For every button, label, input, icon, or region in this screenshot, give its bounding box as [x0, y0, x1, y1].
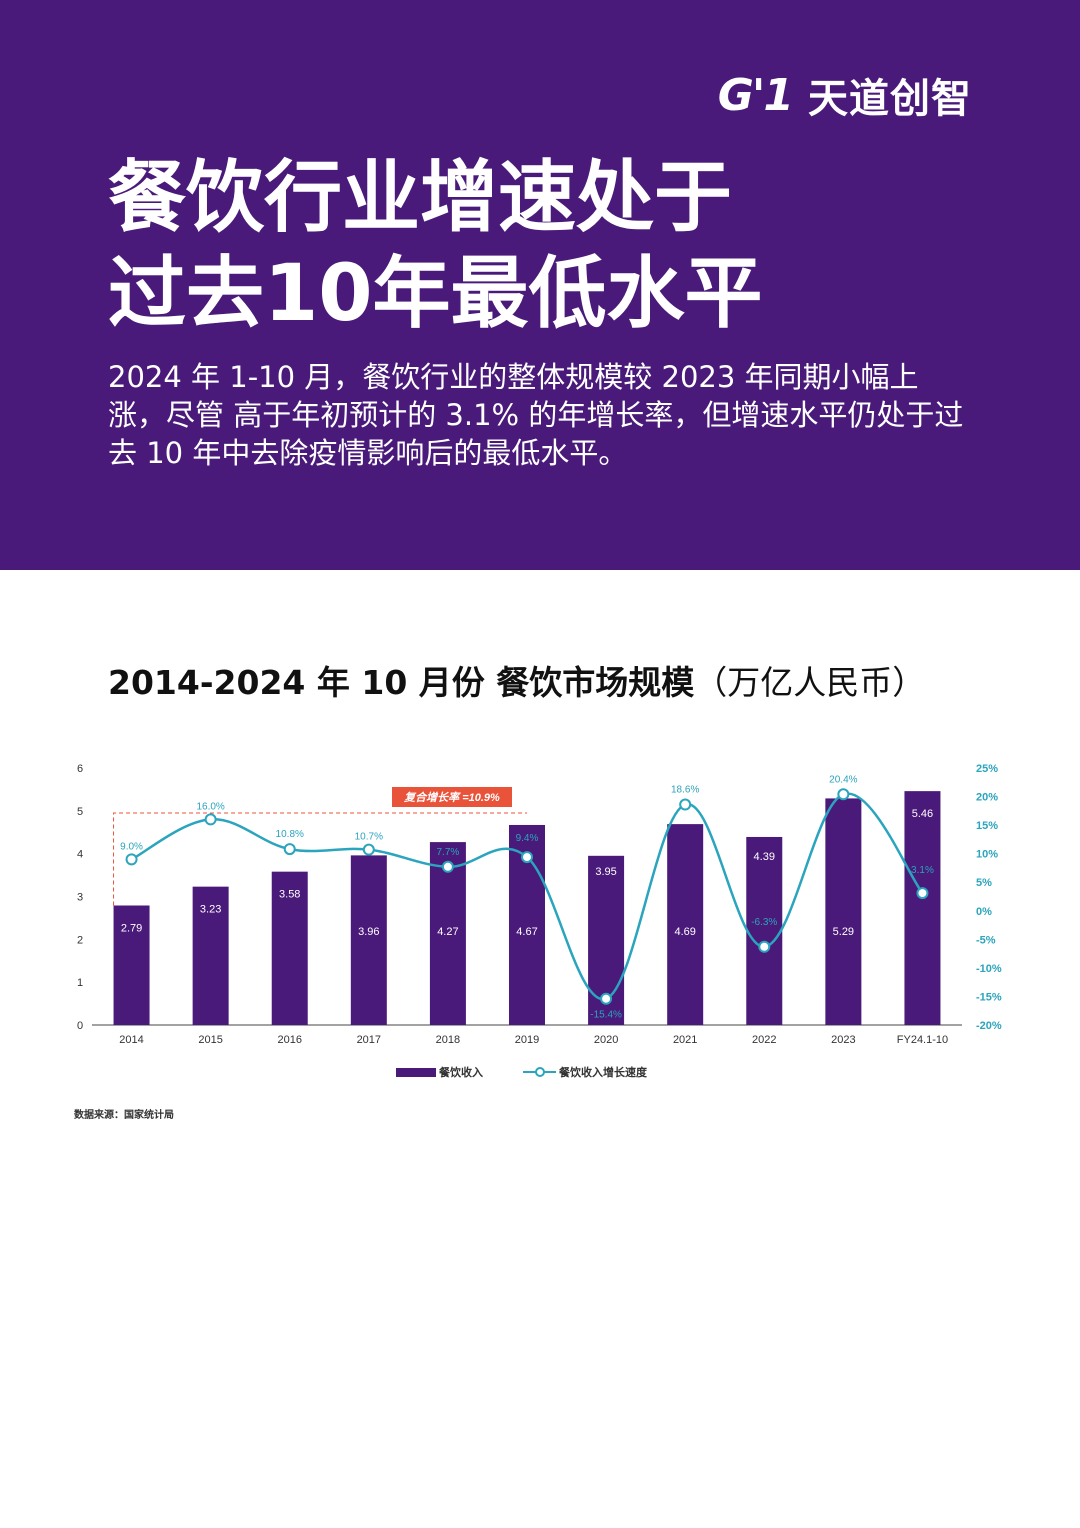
growth-value-label: -15.4%: [590, 1010, 622, 1021]
legend-line-marker: [535, 1067, 545, 1077]
bar: [113, 905, 150, 1025]
bar-value-label: 5.29: [833, 926, 854, 938]
x-tick-label: 2020: [594, 1034, 618, 1046]
intro-paragraph: 2024 年 1-10 月，餐饮行业的整体规模较 2023 年同期小幅上涨，尽管…: [108, 360, 964, 470]
chart-heading-unit: （万亿人民币）: [694, 663, 926, 702]
growth-point: [679, 798, 692, 811]
brand-logo: G'1 天道创智: [718, 66, 972, 124]
bar-value-label: 4.69: [674, 926, 695, 938]
growth-value-label: 18.6%: [671, 785, 699, 796]
bar: [746, 836, 783, 1025]
bar-value-label: 4.27: [437, 926, 458, 938]
y-left-tick-label: 6: [77, 763, 83, 775]
y-right-tick-label: 10%: [976, 849, 998, 861]
growth-point: [837, 788, 850, 801]
growth-value-label: 10.8%: [276, 829, 304, 840]
bar-value-label: 3.96: [358, 926, 379, 938]
combo-chart: 0 1 2 3 4 5 6 -20% -15% -10% -5% 0% 5% 10% 15% 20% 25% 2.…: [77, 763, 1002, 1079]
y-left-tick-label: 5: [77, 806, 83, 818]
bar: [192, 886, 229, 1025]
growth-value-label: 3.1%: [911, 865, 934, 876]
y-right-tick-label: 20%: [976, 792, 998, 804]
y-left-tick-label: 0: [77, 1020, 83, 1032]
growth-value-label: 9.0%: [120, 841, 143, 852]
chart-heading-main: 2014-2024 年 10 月份 餐饮市场规模: [108, 663, 695, 702]
bar: [667, 824, 704, 1025]
annotation-bracket: [113, 812, 527, 906]
growth-value-label: 10.7%: [355, 832, 383, 843]
logo-mark: G'1: [717, 69, 794, 121]
x-tick-label: 2014: [119, 1034, 143, 1046]
annotation-badge: [392, 787, 512, 807]
growth-value-label: 9.4%: [516, 833, 539, 844]
x-tick-label: 2019: [515, 1034, 539, 1046]
x-tick-label: 2016: [277, 1034, 301, 1046]
y-right-tick-label: -10%: [976, 963, 1002, 975]
growth-point: [125, 853, 138, 866]
data-source: 数据来源：国家统计局: [74, 1110, 174, 1121]
bar: [350, 855, 387, 1025]
x-tick-label: 2017: [357, 1034, 381, 1046]
title-line-1: 餐饮行业增速处于: [108, 153, 733, 243]
x-tick-label: FY24.1-10: [897, 1034, 948, 1046]
growth-point: [758, 940, 771, 953]
growth-point: [283, 843, 296, 856]
bar: [271, 871, 308, 1025]
growth-point: [916, 887, 929, 900]
growth-value-label: 16.0%: [196, 801, 224, 812]
x-tick-label: 2015: [198, 1034, 222, 1046]
annotation-text: 复合增长率 =10.9%: [403, 791, 500, 804]
y-left-tick-label: 4: [77, 849, 83, 861]
y-right-tick-label: -5%: [976, 934, 996, 946]
logo-text: 天道创智: [808, 76, 972, 122]
bar-value-label: 4.39: [754, 851, 775, 863]
y-right-tick-label: 0%: [976, 906, 992, 918]
legend-line-label: 餐饮收入增长速度: [558, 1065, 648, 1079]
growth-point: [600, 992, 613, 1005]
y-right-tick-label: -20%: [976, 1020, 1002, 1032]
y-right-tick-label: 25%: [976, 763, 998, 775]
legend-bar-label: 餐饮收入: [438, 1065, 483, 1079]
growth-value-label: -6.3%: [751, 917, 777, 928]
growth-value-label: 7.7%: [437, 847, 460, 858]
bar-value-label: 3.23: [200, 904, 221, 916]
bar: [825, 798, 862, 1025]
x-tick-label: 2023: [831, 1034, 855, 1046]
bar-value-label: 3.58: [279, 889, 300, 901]
bar-value-label: 2.79: [121, 922, 142, 934]
y-right-tick-label: 5%: [976, 877, 992, 889]
x-tick-label: 2018: [436, 1034, 460, 1046]
growth-point: [362, 843, 375, 856]
page-title: 餐饮行业增速处于 过去10年最低水平: [108, 150, 1008, 342]
y-left-tick-label: 2: [77, 934, 83, 946]
bar-value-label: 5.46: [912, 808, 933, 820]
chart-heading: 2014-2024 年 10 月份 餐饮市场规模（万亿人民币）: [108, 656, 1008, 704]
bar: [904, 791, 941, 1025]
growth-point: [441, 860, 454, 873]
header-banner: G'1 天道创智 餐饮行业增速处于 过去10年最低水平 2024 年 1-10 …: [0, 0, 1080, 570]
growth-point: [521, 851, 533, 864]
x-tick-label: 2021: [673, 1034, 697, 1046]
y-right-tick-label: -15%: [976, 991, 1002, 1003]
legend-bar-swatch: [396, 1068, 436, 1077]
y-left-tick-label: 1: [77, 977, 83, 989]
bar-value-label: 3.95: [595, 866, 616, 878]
growth-value-label: 20.4%: [829, 774, 857, 785]
y-left-tick-label: 3: [77, 892, 83, 904]
growth-point: [204, 813, 217, 826]
bar-value-label: 4.67: [516, 926, 537, 938]
title-line-2: 过去10年最低水平: [108, 249, 763, 339]
x-tick-label: 2022: [752, 1034, 776, 1046]
y-right-tick-label: 15%: [976, 820, 998, 832]
